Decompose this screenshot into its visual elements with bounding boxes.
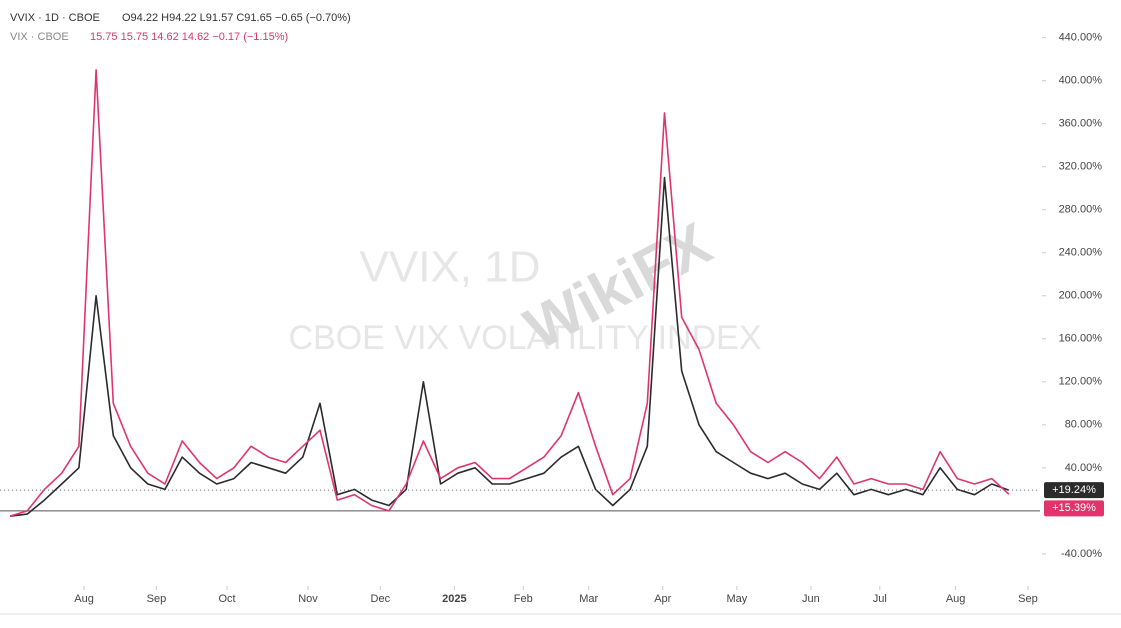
- y-tick-label: -40.00%: [1061, 548, 1102, 560]
- x-tick-label: Oct: [218, 593, 235, 605]
- x-tick-label: Dec: [371, 593, 391, 605]
- legend-info: 15.75 15.75 14.62 14.62 −0.17 (−1.15%): [90, 31, 288, 43]
- watermark-title: VVIX, 1D: [360, 243, 541, 292]
- y-tick-label: 320.00%: [1059, 161, 1103, 173]
- y-tick-label: 360.00%: [1059, 118, 1103, 130]
- legend-info: O94.22 H94.22 L91.57 C91.65 −0.65 (−0.70…: [122, 12, 351, 24]
- x-tick-label: May: [726, 593, 747, 605]
- x-tick-label: Jun: [802, 593, 820, 605]
- watermark-subtitle: CBOE VIX VOLATILITY INDEX: [289, 319, 762, 357]
- x-tick-label: Nov: [298, 593, 318, 605]
- last-value-badge: [1044, 482, 1104, 499]
- y-tick-label: 160.00%: [1059, 333, 1103, 345]
- x-tick-label: Feb: [514, 593, 533, 605]
- last-value-label: +15.39%: [1052, 502, 1096, 514]
- y-tick-label: 240.00%: [1059, 247, 1103, 259]
- y-tick-label: 440.00%: [1059, 32, 1103, 44]
- series-line: [9, 176, 1010, 517]
- y-tick-label: 120.00%: [1059, 376, 1103, 388]
- y-tick-label: 40.00%: [1065, 462, 1103, 474]
- x-tick-label: Apr: [654, 593, 671, 605]
- y-tick-label: 400.00%: [1059, 75, 1103, 87]
- legend-name: VVIX · 1D · CBOE: [10, 12, 100, 24]
- last-value-badge: [1044, 500, 1104, 517]
- y-tick-label: 80.00%: [1065, 419, 1103, 431]
- x-tick-label: Aug: [74, 593, 94, 605]
- x-tick-label: Aug: [946, 593, 966, 605]
- x-tick-label: Sep: [1018, 593, 1038, 605]
- x-tick-label: 2025: [442, 593, 466, 605]
- x-tick-label: Mar: [579, 593, 598, 605]
- series-line: [9, 69, 1010, 517]
- x-tick-label: Sep: [147, 593, 167, 605]
- y-tick-label: 280.00%: [1059, 204, 1103, 216]
- x-tick-label: Jul: [873, 593, 887, 605]
- legend-name: VIX · CBOE: [10, 31, 69, 43]
- y-tick-label: 200.00%: [1059, 290, 1103, 302]
- last-value-label: +19.24%: [1052, 484, 1096, 496]
